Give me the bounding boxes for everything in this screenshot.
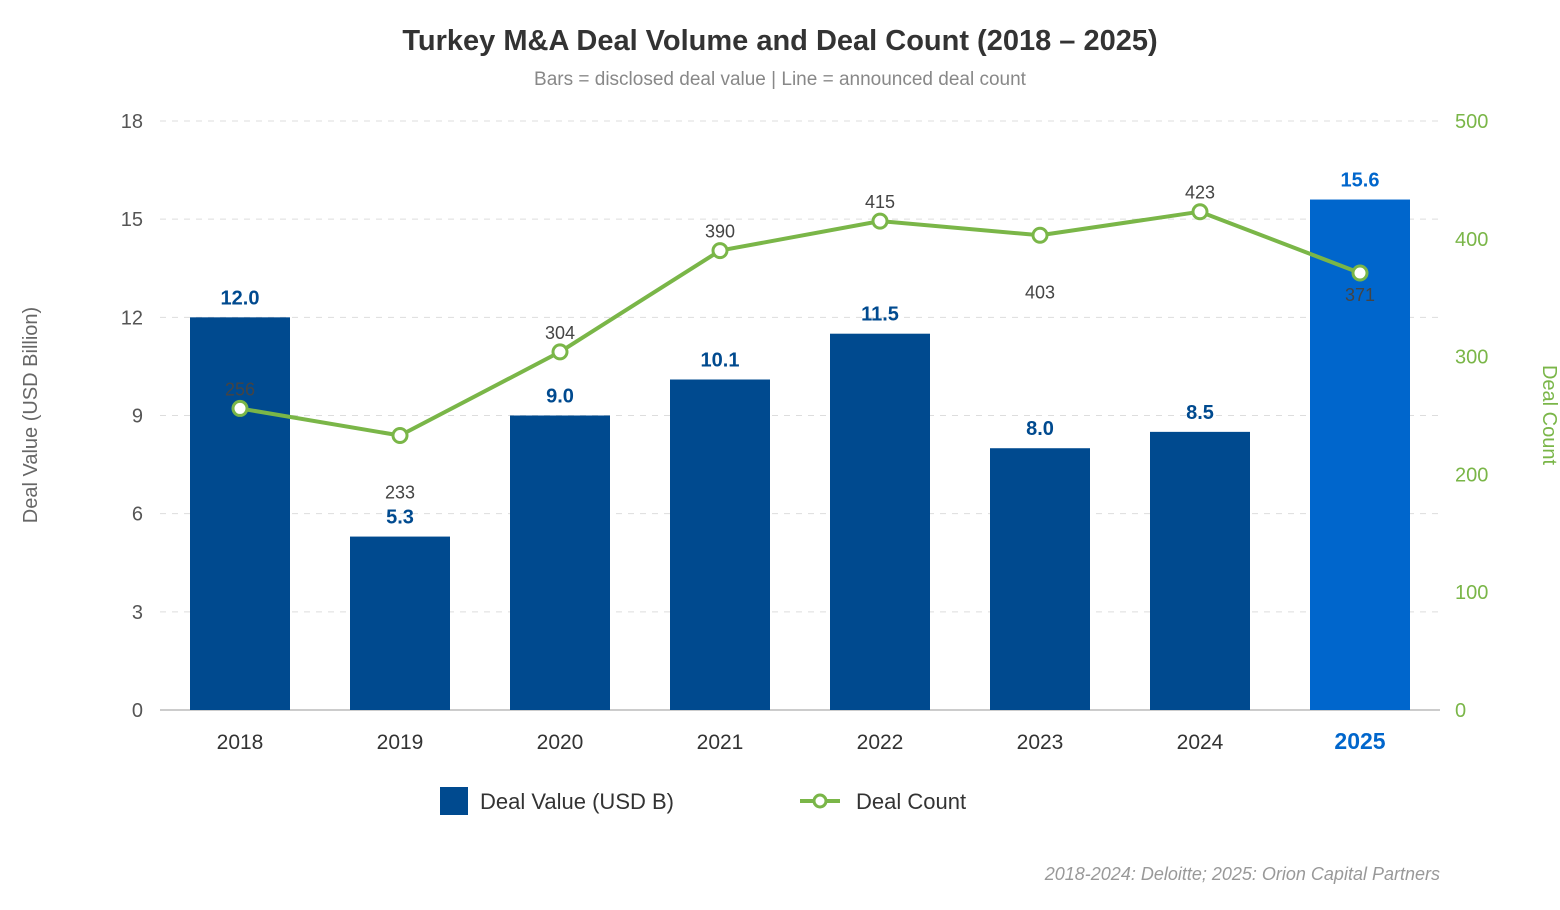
deal-count-point-2018	[231, 399, 249, 417]
deal-count-label: 256	[225, 379, 255, 399]
deal-count-line	[239, 209, 1361, 438]
deal-count-label: 304	[545, 323, 575, 343]
right-axis-title: Deal Count	[1538, 365, 1560, 466]
source-note: 2018-2024: Deloitte; 2025: Orion Capital…	[1044, 864, 1440, 884]
x-tick-label: 2023	[1017, 731, 1064, 754]
x-tick-label: 2018	[217, 731, 264, 754]
left-tick-label: 9	[132, 406, 143, 428]
left-tick-label: 6	[132, 504, 143, 526]
deal-count-point-2023	[1031, 226, 1049, 244]
left-tick-label: 3	[132, 602, 143, 624]
deal-count-point-2020	[551, 343, 569, 361]
right-tick-label: 200	[1455, 464, 1488, 486]
bar-value-label: 15.6	[1341, 170, 1380, 192]
legend-label-deal-count: Deal Count	[856, 789, 966, 814]
bar-2025	[1310, 199, 1410, 711]
deal-count-label: 415	[865, 192, 895, 212]
left-tick-label: 12	[121, 307, 143, 329]
legend-swatch-deal-value	[440, 787, 468, 815]
x-tick-label: 2020	[537, 731, 584, 754]
deal-count-label: 371	[1345, 285, 1375, 305]
bar-2024	[1150, 431, 1250, 710]
right-tick-label: 500	[1455, 111, 1488, 133]
bar-value-label: 8.5	[1186, 402, 1214, 424]
bar-value-label: 11.5	[861, 304, 899, 326]
bar-value-label: 12.0	[221, 287, 260, 309]
right-axis: 0 100 200 300 400 500	[1455, 111, 1488, 722]
left-tick-label: 15	[121, 209, 143, 231]
left-tick-label: 18	[121, 111, 143, 133]
bar-series: 12.0 5.3 9.0 10.1 11.5 8.0 8.5 15.6	[190, 170, 1410, 711]
right-tick-label: 300	[1455, 347, 1488, 369]
left-axis-title: Deal Value (USD Billion)	[20, 307, 42, 523]
bar-value-label: 8.0	[1026, 418, 1054, 440]
bar-value-label: 10.1	[701, 350, 740, 372]
bar-2023	[990, 448, 1090, 710]
right-tick-label: 400	[1455, 229, 1488, 251]
deal-count-point-2022	[871, 212, 889, 230]
deal-count-label: 390	[705, 222, 735, 242]
bar-2020	[510, 415, 610, 710]
bar-2019	[350, 536, 450, 710]
deal-count-label: 233	[385, 483, 415, 503]
bar-2018	[190, 317, 290, 710]
chart-title: Turkey M&A Deal Volume and Deal Count (2…	[402, 25, 1157, 57]
bar-value-label: 9.0	[546, 386, 574, 408]
deal-count-point-2021	[711, 242, 729, 260]
deal-count-point-2025	[1351, 264, 1369, 282]
chart-subtitle: Bars = disclosed deal value | Line = ann…	[534, 69, 1027, 90]
bar-value-label: 5.3	[386, 507, 414, 529]
right-tick-label: 0	[1455, 700, 1466, 722]
x-tick-label: 2021	[697, 731, 744, 754]
x-tick-label: 2024	[1177, 731, 1224, 754]
x-tick-label: 2025	[1334, 728, 1385, 754]
line-series: 256 233 304 390 415 403 423 371	[225, 183, 1375, 503]
bar-2021	[670, 379, 770, 710]
deal-count-point-2019	[391, 427, 409, 445]
left-tick-label: 0	[132, 700, 143, 722]
bar-2022	[830, 333, 930, 710]
legend-label-deal-value: Deal Value (USD B)	[480, 789, 674, 814]
deal-count-label: 403	[1025, 282, 1055, 302]
deal-count-point-2024	[1191, 203, 1209, 221]
left-axis: 0 3 6 9 12 15 18	[121, 111, 143, 722]
right-tick-label: 100	[1455, 582, 1488, 604]
x-tick-label: 2022	[857, 731, 904, 754]
legend: Deal Value (USD B) Deal Count	[440, 787, 966, 815]
deal-count-label: 423	[1185, 183, 1215, 203]
x-tick-label: 2019	[377, 731, 424, 754]
x-axis: 2018 2019 2020 2021 2022 2023 2024 2025	[217, 728, 1386, 754]
legend-marker-deal-count	[812, 793, 828, 809]
